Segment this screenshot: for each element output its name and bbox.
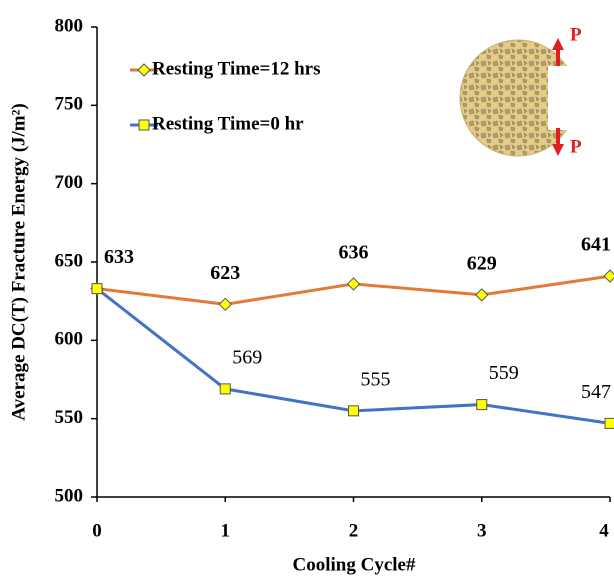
inset-label: P [570, 24, 582, 45]
y-tick-label: 650 [55, 250, 84, 271]
x-tick-label: 2 [349, 520, 359, 541]
chart: P P Average DC(T) Fracture Energy (J/m²)… [0, 0, 614, 579]
data-label: 633 [104, 246, 134, 268]
legend-label: Resting Time=12 hrs [152, 58, 320, 79]
x-tick-label: 0 [92, 520, 102, 541]
legend-marker [139, 120, 149, 130]
inset-label: P [570, 136, 582, 157]
data-label: 569 [232, 346, 262, 368]
x-tick-label: 4 [599, 520, 609, 541]
point [604, 270, 614, 282]
series-line [97, 289, 610, 424]
data-label: 555 [361, 368, 391, 390]
y-tick-label: 800 [55, 15, 84, 36]
point [477, 400, 487, 410]
data-label: 547 [581, 381, 611, 403]
inset-specimen: P P [460, 24, 582, 157]
y-tick-label: 550 [55, 407, 84, 428]
y-tick-label: 500 [55, 485, 84, 506]
data-label: 623 [210, 262, 240, 284]
point [349, 406, 359, 416]
point [605, 418, 614, 428]
y-tick-label: 750 [55, 94, 84, 115]
x-tick-label: 1 [221, 520, 231, 541]
point [219, 298, 231, 310]
data-label: 559 [489, 362, 519, 384]
y-tick-label: 600 [55, 329, 84, 350]
x-tick-label: 3 [477, 520, 487, 541]
legend-marker [138, 64, 150, 76]
point [476, 289, 488, 301]
x-axis-label: Cooling Cycle# [293, 554, 416, 575]
point [220, 384, 230, 394]
data-label: 629 [467, 252, 497, 274]
data-label: 641 [581, 234, 611, 256]
data-label: 636 [339, 242, 369, 264]
y-axis-label: Average DC(T) Fracture Energy (J/m²) [8, 103, 29, 420]
y-tick-label: 700 [55, 172, 84, 193]
legend-label: Resting Time=0 hr [152, 113, 304, 134]
point [92, 284, 102, 294]
point [348, 278, 360, 290]
